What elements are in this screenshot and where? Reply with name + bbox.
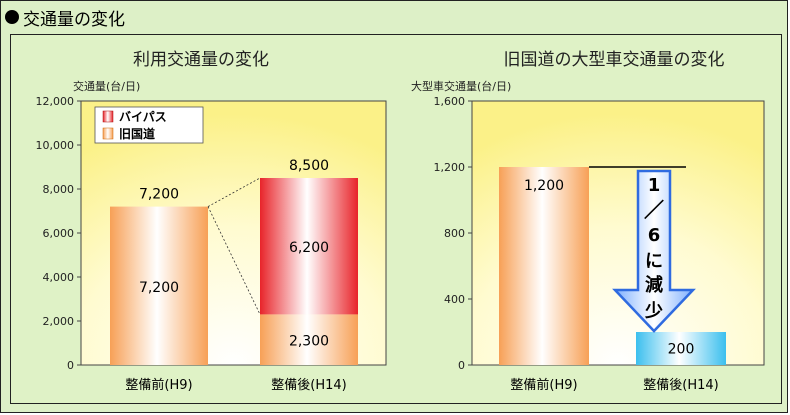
legend-label-old-road: 旧国道 [119,126,155,141]
right-chart-title: 旧国道の大型車交通量の変化 [504,50,725,70]
connector-line [207,177,261,207]
annotation-char: 6 [648,225,661,246]
bar-value-label: 200 [668,342,695,358]
legend-swatch-bypass [102,110,114,123]
legend-swatch-old-road [102,127,114,140]
bar-old-road [260,314,358,365]
bar-old-road [110,206,208,365]
left-y-tick-label: 2,000 [43,315,75,328]
bullet-icon [5,10,19,24]
right-x-category-label: 整備前(H9) [510,377,577,393]
bar-bypass [260,178,358,315]
bar-old-road-label: 2,300 [289,334,329,350]
right-y-tick-label: 0 [458,359,465,372]
legend-label-bypass: バイパス [119,110,167,124]
chart-area: 利用交通量の変化 交通量(台/日) 0 2,000 4,000 6,000 8,000 1… [10,34,782,404]
right-y-axis-label: 大型車交通量(台/日) [411,79,511,93]
right-x-category-label: 整備後(H14) [643,377,718,393]
left-y-tick-label: 0 [67,359,74,372]
right-y-tick-label: 1,200 [434,161,466,174]
annotation-char: 少 [644,301,663,322]
down-arrow-icon [612,169,696,333]
bar-heavy-vehicles [636,332,726,365]
left-y-axis-label: 交通量(台/日) [73,79,140,93]
left-legend: バイパス 旧国道 [94,106,204,144]
bar-old-road-label: 7,200 [139,280,179,296]
panel-header: 交通量の変化 [5,4,125,30]
right-y-tick-label: 800 [444,227,465,240]
left-y-tick-label: 12,000 [36,95,75,108]
reduction-arrow [612,169,696,333]
left-x-category-label: 整備後(H14) [271,377,346,393]
left-y-tick-label: 6,000 [43,227,75,240]
panel-title: 交通量の変化 [23,9,125,30]
bar-total-label: 8,500 [289,158,329,174]
annotation-char: ／ [644,198,664,222]
charts-svg: 利用交通量の変化 交通量(台/日) 0 2,000 4,000 6,000 8,000 1… [36,50,765,393]
left-y-tick-label: 10,000 [36,139,75,152]
annotation-char: 1 [648,175,661,196]
annotation-char: 減 [645,274,663,296]
left-y-tick-label: 8,000 [43,183,75,196]
left-y-tick-label: 4,000 [43,271,75,284]
right-y-tick-label: 400 [444,293,465,306]
bar-value-label: 1,200 [524,178,564,194]
right-y-tick-label: 1,600 [434,95,466,108]
annotation-char: に [645,251,663,272]
left-chart-title: 利用交通量の変化 [133,50,269,70]
bar-heavy-vehicles [499,167,589,365]
bar-bypass-label: 6,200 [289,240,329,256]
left-x-category-label: 整備前(H9) [125,377,192,393]
bar-total-label: 7,200 [139,187,179,203]
